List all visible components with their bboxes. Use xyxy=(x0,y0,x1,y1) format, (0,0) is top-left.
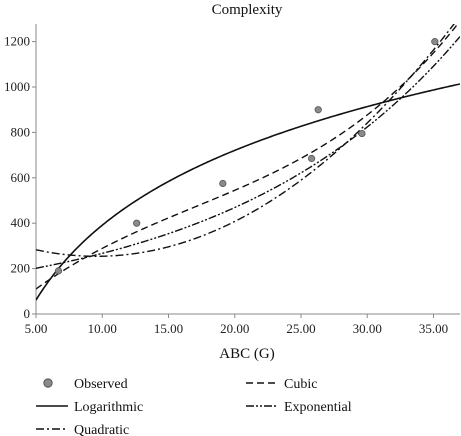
curves-group xyxy=(36,24,460,301)
legend-label-logarithmic: Logarithmic xyxy=(74,400,143,415)
series-line-logarithmic xyxy=(36,83,460,301)
series-line-exponential xyxy=(36,36,460,269)
x-tick-label: 15.00 xyxy=(154,321,183,336)
x-tick-label: 20.00 xyxy=(220,321,249,336)
observed-point xyxy=(431,38,439,46)
x-tick-label: 5.00 xyxy=(25,321,48,336)
observed-point xyxy=(358,129,366,138)
x-tick-label: 10.00 xyxy=(88,321,117,336)
legend-label-observed: Observed xyxy=(74,377,128,392)
observed-point xyxy=(314,106,322,114)
y-tick-label: 800 xyxy=(11,124,31,139)
chart-title: Complexity xyxy=(212,2,283,18)
x-axis-title: ABC (G) xyxy=(219,346,274,362)
observed-point xyxy=(307,154,316,163)
legend-label-quadratic: Quadratic xyxy=(74,423,129,436)
observed-point xyxy=(219,179,227,188)
y-tick-label: 600 xyxy=(11,170,31,185)
legend-marker-observed xyxy=(43,378,53,388)
x-tick-label: 30.00 xyxy=(353,321,382,336)
observed-point xyxy=(54,267,63,275)
y-tick-label: 400 xyxy=(11,215,31,230)
plot-area: 0 200 400 600 800 1000 1200 5.00 10.00 15.00 20.00… xyxy=(4,24,460,336)
y-tick-label: 1200 xyxy=(4,34,30,49)
y-tick-label: 1000 xyxy=(4,79,30,94)
legend-label-cubic: Cubic xyxy=(284,377,317,392)
y-tick-label: 200 xyxy=(11,261,31,276)
legend-label-exponential: Exponential xyxy=(284,400,352,415)
y-tick-label: 0 xyxy=(24,306,31,321)
series-line-quadratic xyxy=(36,24,455,258)
legend: Observed Logarithmic Quadratic Cubic Exponen… xyxy=(36,377,352,436)
series-line-cubic xyxy=(36,24,459,290)
observed-point xyxy=(133,219,141,227)
x-tick-label: 35.00 xyxy=(419,321,448,336)
x-tick-label: 25.00 xyxy=(286,321,315,336)
